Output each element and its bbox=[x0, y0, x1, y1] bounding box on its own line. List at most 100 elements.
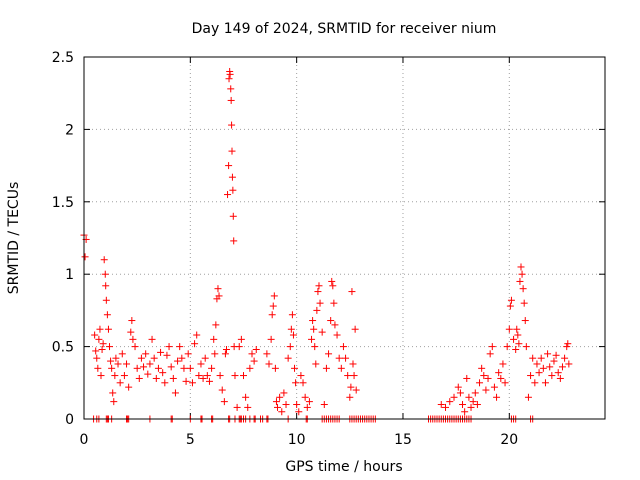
data-point bbox=[174, 357, 182, 365]
data-point bbox=[329, 282, 337, 290]
data-point bbox=[228, 147, 236, 155]
data-point bbox=[497, 374, 505, 382]
data-point bbox=[195, 372, 203, 380]
data-point bbox=[127, 328, 135, 336]
data-point bbox=[110, 398, 118, 406]
data-point bbox=[471, 389, 479, 397]
data-point bbox=[157, 348, 165, 356]
data-point bbox=[233, 403, 241, 411]
data-point bbox=[446, 398, 454, 406]
data-point bbox=[222, 345, 230, 353]
chart-title: Day 149 of 2024, SRMTID for receiver niu… bbox=[192, 21, 497, 37]
data-point bbox=[208, 364, 216, 372]
data-point bbox=[235, 343, 243, 351]
data-point bbox=[333, 331, 341, 339]
data-point bbox=[163, 351, 171, 359]
data-point bbox=[135, 374, 143, 382]
data-point bbox=[244, 403, 252, 411]
data-point bbox=[171, 389, 179, 397]
data-point bbox=[103, 311, 111, 319]
data-point bbox=[556, 374, 564, 382]
data-point bbox=[517, 263, 525, 271]
data-point bbox=[350, 372, 358, 380]
data-point bbox=[459, 401, 467, 409]
data-point bbox=[476, 379, 484, 387]
data-point bbox=[221, 350, 229, 358]
data-point bbox=[516, 277, 524, 285]
data-point bbox=[499, 360, 507, 368]
data-point bbox=[142, 350, 150, 358]
data-point bbox=[330, 299, 338, 307]
data-point bbox=[327, 317, 335, 325]
data-point bbox=[165, 343, 173, 351]
data-point bbox=[276, 393, 284, 401]
data-point bbox=[473, 401, 481, 409]
data-point bbox=[490, 383, 498, 391]
data-point bbox=[92, 347, 100, 355]
data-point bbox=[96, 325, 104, 333]
data-point bbox=[210, 335, 218, 343]
data-point bbox=[205, 377, 213, 385]
data-point bbox=[518, 270, 526, 278]
data-point bbox=[131, 343, 139, 351]
data-point bbox=[150, 354, 158, 362]
data-point bbox=[215, 292, 223, 300]
data-point bbox=[347, 383, 355, 391]
data-points bbox=[80, 67, 573, 423]
data-point bbox=[167, 363, 175, 371]
data-point bbox=[270, 292, 278, 300]
x-tick-labels: 0 5 10 15 20 bbox=[80, 432, 519, 448]
data-point bbox=[558, 363, 566, 371]
data-point bbox=[501, 379, 509, 387]
data-point bbox=[225, 162, 233, 170]
data-point bbox=[539, 364, 547, 372]
data-point bbox=[252, 345, 260, 353]
data-point bbox=[239, 372, 247, 380]
data-point bbox=[514, 331, 522, 339]
data-point bbox=[125, 383, 133, 391]
data-point bbox=[214, 285, 222, 293]
data-point bbox=[322, 364, 330, 372]
data-point bbox=[154, 364, 162, 372]
data-point bbox=[318, 328, 326, 336]
data-point bbox=[237, 335, 245, 343]
data-point bbox=[299, 379, 307, 387]
data-point bbox=[102, 282, 110, 290]
data-point bbox=[469, 398, 477, 406]
data-point bbox=[529, 354, 537, 362]
data-point bbox=[289, 331, 297, 339]
data-point bbox=[313, 306, 321, 314]
data-point bbox=[128, 317, 136, 325]
data-point bbox=[176, 343, 184, 351]
data-point bbox=[295, 408, 303, 416]
data-point bbox=[95, 335, 103, 343]
data-point bbox=[137, 354, 145, 362]
data-point bbox=[250, 357, 258, 365]
data-point bbox=[248, 350, 256, 358]
data-point bbox=[482, 386, 490, 394]
data-point bbox=[109, 389, 117, 397]
data-point bbox=[315, 282, 323, 290]
data-point bbox=[269, 302, 277, 310]
data-point bbox=[337, 364, 345, 372]
data-point bbox=[493, 393, 501, 401]
data-point bbox=[339, 343, 347, 351]
data-point bbox=[461, 408, 469, 416]
data-point bbox=[303, 403, 311, 411]
data-point bbox=[101, 270, 109, 278]
data-point bbox=[310, 325, 318, 333]
data-point bbox=[280, 389, 288, 397]
data-point bbox=[512, 345, 520, 353]
data-point bbox=[320, 401, 328, 409]
data-point bbox=[284, 354, 292, 362]
plot-frame bbox=[83, 56, 606, 420]
data-point bbox=[97, 372, 105, 380]
data-point bbox=[291, 364, 299, 372]
data-point bbox=[146, 360, 154, 368]
data-point bbox=[565, 360, 573, 368]
data-point bbox=[100, 256, 108, 264]
data-point bbox=[503, 343, 511, 351]
data-point bbox=[268, 311, 276, 319]
data-point bbox=[104, 325, 112, 333]
data-point bbox=[507, 296, 515, 304]
